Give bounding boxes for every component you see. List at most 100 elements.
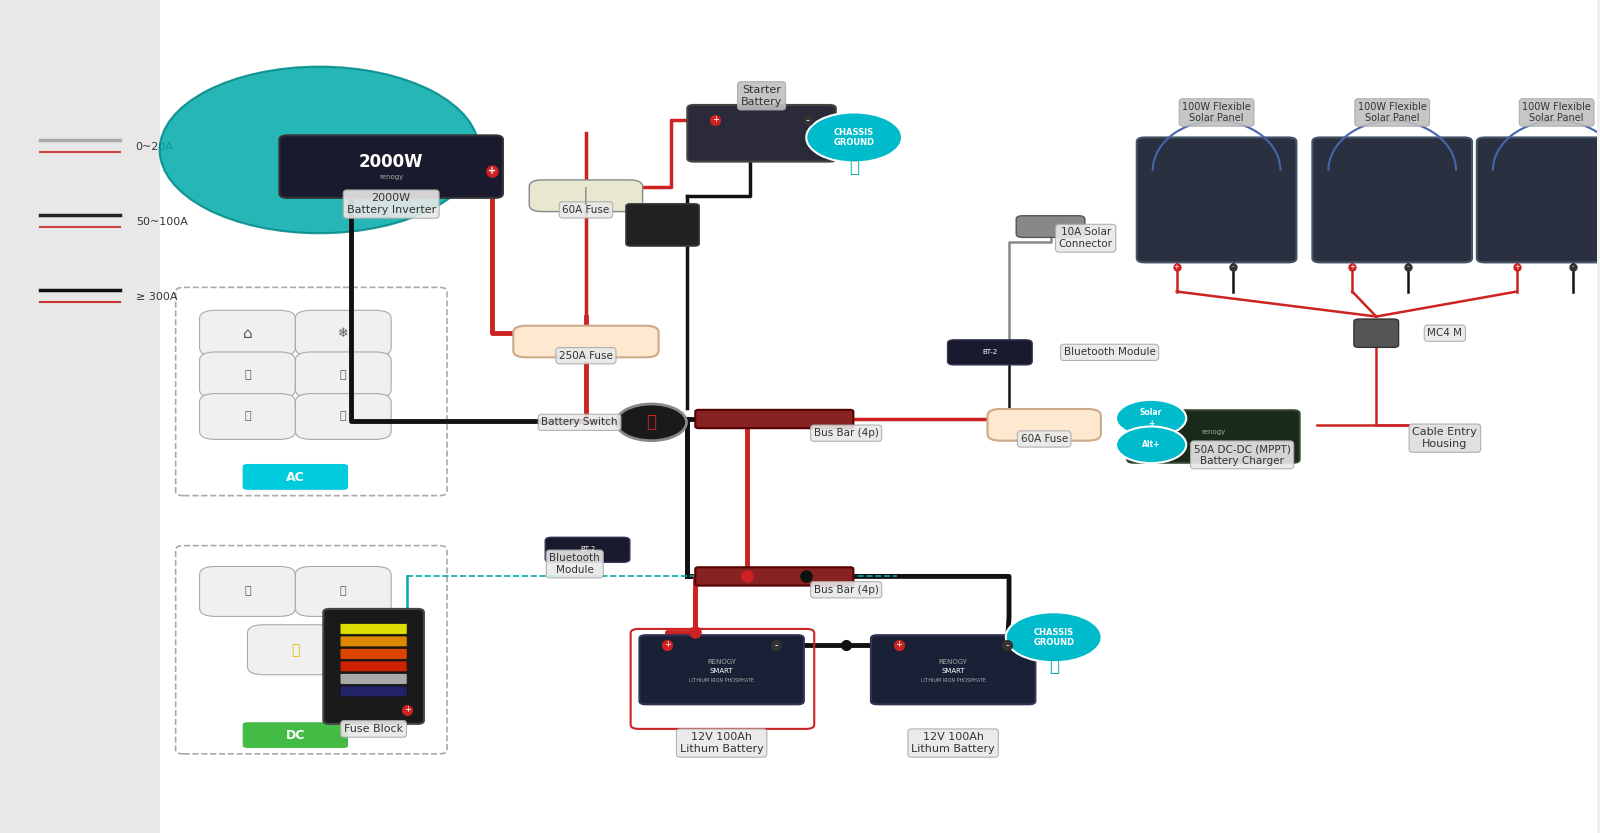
FancyBboxPatch shape xyxy=(1126,411,1299,463)
Text: ⏚: ⏚ xyxy=(850,157,859,176)
FancyBboxPatch shape xyxy=(200,394,296,440)
Text: 🔲: 🔲 xyxy=(339,586,347,596)
Text: -: - xyxy=(1232,263,1234,270)
Text: Fuse Block: Fuse Block xyxy=(344,724,403,734)
FancyBboxPatch shape xyxy=(341,661,406,671)
Text: 2000W
Battery Inverter: 2000W Battery Inverter xyxy=(347,193,435,215)
Text: +: + xyxy=(1349,263,1355,270)
Text: BT-2: BT-2 xyxy=(579,546,595,552)
Text: 💡: 💡 xyxy=(291,643,299,656)
Text: +: + xyxy=(1514,263,1520,270)
Circle shape xyxy=(1006,612,1102,662)
Circle shape xyxy=(160,67,478,233)
Text: Bus Bar (4p): Bus Bar (4p) xyxy=(814,428,878,438)
FancyBboxPatch shape xyxy=(626,204,699,247)
Text: Bluetooth
Module: Bluetooth Module xyxy=(549,553,600,575)
Text: 50~100A: 50~100A xyxy=(136,217,187,227)
Text: Starter
Battery: Starter Battery xyxy=(741,85,782,107)
Text: RENOGY: RENOGY xyxy=(707,659,736,666)
Text: DC: DC xyxy=(286,729,306,742)
Text: SMART: SMART xyxy=(941,667,965,674)
FancyBboxPatch shape xyxy=(688,105,835,162)
FancyBboxPatch shape xyxy=(248,625,344,675)
FancyBboxPatch shape xyxy=(200,352,296,397)
FancyBboxPatch shape xyxy=(160,0,1597,833)
FancyBboxPatch shape xyxy=(696,567,853,586)
Text: renogy: renogy xyxy=(1202,429,1226,436)
Text: 📺: 📺 xyxy=(339,412,347,421)
FancyBboxPatch shape xyxy=(1136,137,1296,262)
FancyBboxPatch shape xyxy=(341,673,406,685)
Text: 100W Flexible
Solar Panel: 100W Flexible Solar Panel xyxy=(1522,102,1590,123)
Text: 250A Fuse: 250A Fuse xyxy=(558,351,613,361)
FancyBboxPatch shape xyxy=(200,566,296,616)
Text: 0~20A: 0~20A xyxy=(136,142,174,152)
Text: +: + xyxy=(896,641,902,649)
Text: ⌂: ⌂ xyxy=(243,326,253,341)
Text: |: | xyxy=(582,187,589,205)
FancyBboxPatch shape xyxy=(296,394,390,440)
Text: ⏻: ⏻ xyxy=(646,413,656,431)
Text: LITHIUM IRON PHOSPHATE: LITHIUM IRON PHOSPHATE xyxy=(690,678,754,683)
Text: 100W Flexible
Solar Panel: 100W Flexible Solar Panel xyxy=(1182,102,1251,123)
Text: BT-2: BT-2 xyxy=(982,348,997,355)
FancyBboxPatch shape xyxy=(1477,137,1600,262)
Text: CHASSIS
GROUND: CHASSIS GROUND xyxy=(1034,627,1074,647)
Text: +: + xyxy=(403,706,411,714)
FancyBboxPatch shape xyxy=(323,609,424,724)
Text: AC: AC xyxy=(286,471,304,484)
FancyBboxPatch shape xyxy=(243,464,349,490)
Text: -: - xyxy=(774,640,778,650)
FancyBboxPatch shape xyxy=(696,410,853,428)
Text: +: + xyxy=(1174,263,1179,270)
FancyBboxPatch shape xyxy=(341,623,406,635)
Text: +: + xyxy=(712,116,718,124)
FancyBboxPatch shape xyxy=(243,722,349,748)
Text: -: - xyxy=(1006,640,1010,650)
Text: 2000W: 2000W xyxy=(358,153,424,172)
FancyBboxPatch shape xyxy=(0,0,160,833)
FancyBboxPatch shape xyxy=(176,287,446,496)
FancyBboxPatch shape xyxy=(296,566,390,616)
Circle shape xyxy=(1115,400,1186,436)
Text: 🖥: 🖥 xyxy=(245,586,251,596)
Text: MC4 M: MC4 M xyxy=(1427,328,1462,338)
Circle shape xyxy=(806,112,902,162)
Text: Solar
+: Solar + xyxy=(1139,408,1162,428)
Text: Cable Entry
Housing: Cable Entry Housing xyxy=(1413,427,1477,449)
Text: 12V 100Ah
Lithum Battery: 12V 100Ah Lithum Battery xyxy=(912,732,995,754)
Text: CHASSIS
GROUND: CHASSIS GROUND xyxy=(834,127,875,147)
FancyBboxPatch shape xyxy=(514,326,659,357)
FancyBboxPatch shape xyxy=(947,340,1032,365)
Text: 50A DC-DC (MPPT)
Battery Charger: 50A DC-DC (MPPT) Battery Charger xyxy=(1194,444,1291,466)
FancyBboxPatch shape xyxy=(296,310,390,357)
FancyBboxPatch shape xyxy=(1312,137,1472,262)
FancyBboxPatch shape xyxy=(280,135,502,198)
Text: 📺: 📺 xyxy=(339,643,347,656)
Text: Battery Switch: Battery Switch xyxy=(541,417,618,427)
Text: -: - xyxy=(1571,263,1574,270)
FancyBboxPatch shape xyxy=(176,546,446,754)
Text: 60A Fuse: 60A Fuse xyxy=(562,205,610,215)
Text: Bluetooth Module: Bluetooth Module xyxy=(1064,347,1155,357)
FancyBboxPatch shape xyxy=(870,636,1035,705)
Text: 10A Solar
Connector: 10A Solar Connector xyxy=(1059,227,1112,249)
FancyBboxPatch shape xyxy=(296,352,390,397)
Text: +: + xyxy=(488,166,496,176)
Text: 🔲: 🔲 xyxy=(339,370,347,380)
Text: +: + xyxy=(664,641,670,649)
FancyBboxPatch shape xyxy=(1016,216,1085,237)
Text: -: - xyxy=(1406,263,1410,270)
Text: 💻: 💻 xyxy=(245,412,251,421)
Circle shape xyxy=(616,404,686,441)
Text: 📱: 📱 xyxy=(245,370,251,380)
FancyBboxPatch shape xyxy=(530,180,643,212)
Text: LITHIUM IRON PHOSPHATE: LITHIUM IRON PHOSPHATE xyxy=(920,678,986,683)
FancyBboxPatch shape xyxy=(341,636,406,647)
Text: -: - xyxy=(806,115,810,125)
Text: ❄: ❄ xyxy=(338,327,349,340)
Text: ⏚: ⏚ xyxy=(1048,657,1059,676)
Text: ≥ 300A: ≥ 300A xyxy=(136,292,178,302)
Circle shape xyxy=(1115,426,1186,463)
Text: 60A Fuse: 60A Fuse xyxy=(1021,434,1067,444)
